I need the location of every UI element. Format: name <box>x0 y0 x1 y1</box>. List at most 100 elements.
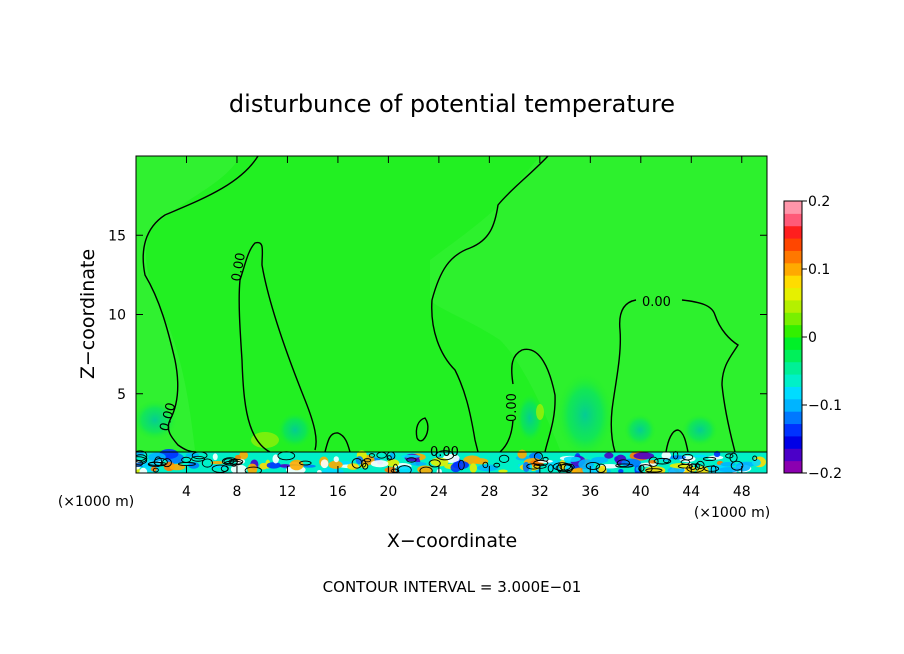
surface-contour <box>458 459 465 471</box>
surface-eddy <box>212 453 218 461</box>
field-blob <box>557 373 613 457</box>
surface-eddy <box>452 460 470 470</box>
colorbar-swatch <box>784 250 802 264</box>
surface-eddy <box>386 459 400 467</box>
surface-contour <box>703 465 720 472</box>
y-tick-label: 10 <box>108 308 126 324</box>
x-tick-label: 28 <box>480 484 498 500</box>
surface-contour <box>498 454 510 463</box>
surface-eddy <box>303 464 316 468</box>
surface-eddy <box>517 449 527 459</box>
colorbar-swatch <box>784 435 802 449</box>
surface-contour <box>406 457 417 463</box>
field-blob <box>536 404 544 420</box>
surface-eddy <box>578 459 595 470</box>
colorbar-swatch <box>784 374 802 387</box>
surface-contour <box>645 468 663 473</box>
surface-contour <box>152 467 159 473</box>
surface-contour <box>557 463 563 473</box>
field-blob <box>624 414 656 446</box>
surface-contour <box>563 463 574 473</box>
colorbar-swatch <box>784 225 802 239</box>
surface-eddy <box>718 467 741 473</box>
surface-contour <box>555 464 573 472</box>
colorbar-swatch <box>784 275 802 289</box>
surface-eddy <box>591 456 609 464</box>
y-tick-label: 5 <box>117 387 126 403</box>
colorbar-tick-label: 0.2 <box>808 194 830 210</box>
surface-turbulence-layer <box>136 449 767 473</box>
surface-eddy <box>707 455 724 460</box>
field-blob <box>516 393 544 443</box>
surface-contour <box>542 456 549 462</box>
surface-contour <box>595 463 607 473</box>
surface-contour <box>648 456 659 467</box>
contour-lines <box>142 156 739 453</box>
colorbar <box>783 200 803 474</box>
chart-title: disturbunce of potential temperature <box>229 90 675 118</box>
surface-contour <box>299 460 312 466</box>
surface-contour <box>201 458 213 468</box>
surface-contour <box>663 458 670 464</box>
surface-contour <box>710 465 717 473</box>
surface-eddy <box>139 467 148 473</box>
surface-contour <box>688 463 697 470</box>
x-tick-label: 20 <box>379 484 397 500</box>
colorbar-swatch <box>784 386 802 400</box>
surface-contour <box>220 465 229 472</box>
surface-contour <box>191 455 206 462</box>
field-blob <box>251 432 279 448</box>
surface-eddy <box>661 451 672 460</box>
surface-eddy <box>469 463 477 473</box>
colorbar-swatch <box>784 460 802 474</box>
colorbar-tick-label: −0.2 <box>808 466 842 482</box>
y-axis-ticks: 5 10 15 <box>108 228 767 403</box>
contour-line <box>324 432 351 453</box>
surface-eddy <box>266 462 281 469</box>
surface-contour <box>616 459 630 468</box>
contour-line <box>610 299 637 453</box>
colorbar-tick-label: −0.1 <box>808 398 842 414</box>
contour-line <box>511 348 556 453</box>
x-tick-label: 4 <box>182 484 191 500</box>
colorbar-swatch <box>784 238 802 251</box>
surface-eddy <box>693 454 707 458</box>
contour-interval-note: CONTOUR INTERVAL = 3.000E−01 <box>323 578 582 596</box>
contour-line <box>681 299 739 453</box>
surface-contour <box>482 461 489 469</box>
contour-label: 0.00 <box>430 445 459 460</box>
surface-eddy <box>370 460 389 468</box>
surface-contour <box>730 460 744 471</box>
surface-contour <box>154 456 163 468</box>
surface-eddy <box>473 458 489 465</box>
x-tick-label: 32 <box>531 484 549 500</box>
x-tick-label: 44 <box>682 484 700 500</box>
colorbar-swatch <box>784 312 802 326</box>
surface-eddy <box>633 452 655 460</box>
surface-contour <box>547 464 554 473</box>
field-blob <box>682 414 718 446</box>
surface-eddy <box>401 454 421 458</box>
surface-contour <box>162 458 172 468</box>
surface-eddy <box>317 469 322 473</box>
surface-eddy <box>498 469 508 473</box>
x-tick-label: 48 <box>733 484 751 500</box>
surface-contour <box>696 460 705 470</box>
field-blob <box>136 400 177 440</box>
colorbar-swatch <box>784 287 802 301</box>
surface-contour <box>493 462 501 468</box>
surface-contour <box>729 452 738 463</box>
colorbar-swatch <box>784 299 802 313</box>
surface-contour <box>136 454 148 463</box>
colorbar-swatch <box>784 262 802 276</box>
x-axis-ticks: 4 8 12 16 20 24 28 32 36 40 44 48 <box>182 156 751 500</box>
x-unit-left: (×1000 m) <box>58 494 134 510</box>
contour-line <box>665 429 689 453</box>
colorbar-swatch <box>784 411 802 425</box>
colorbar-ticks: 0.2 0.1 0 −0.1 −0.2 <box>802 194 842 482</box>
contour-line <box>238 279 271 453</box>
contour-label: 0.00 <box>157 401 179 433</box>
surface-contour <box>677 463 694 469</box>
contour-label: 0.00 <box>505 393 520 422</box>
